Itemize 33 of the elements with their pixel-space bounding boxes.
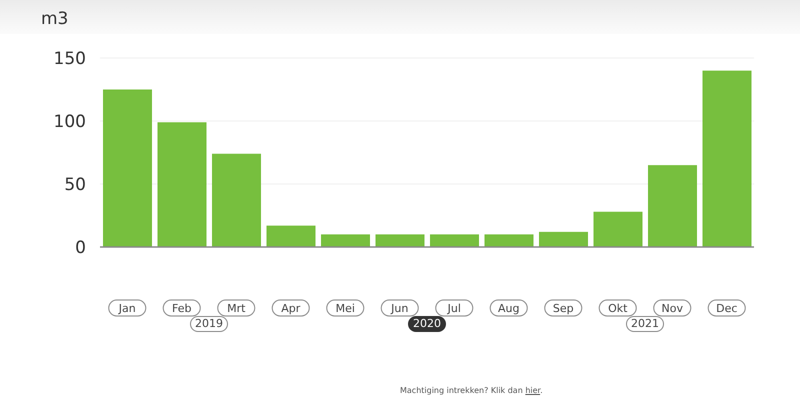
bar	[212, 154, 261, 247]
x-tick-label: Apr	[281, 302, 301, 315]
x-tick-label: Dec	[716, 302, 738, 315]
y-tick-label: 100	[54, 112, 86, 132]
bar	[376, 234, 424, 247]
x-tick-label: Jul	[446, 302, 461, 315]
bar	[266, 226, 316, 247]
bar	[648, 165, 697, 247]
bar	[593, 212, 642, 247]
bar	[103, 90, 152, 247]
text: 2020	[408, 316, 446, 332]
x-tick-label: Mei	[336, 302, 355, 315]
text: 2021	[626, 316, 664, 332]
text: Machtiging intrekken? Klik dan hier.	[400, 386, 543, 395]
text: 2019	[190, 316, 228, 332]
x-tick-label: Jan	[118, 302, 136, 315]
x-tick-label: Nov	[662, 302, 684, 315]
bar	[430, 234, 479, 247]
bar	[321, 234, 370, 247]
x-tick-label: Sep	[552, 302, 574, 315]
bar	[158, 122, 206, 247]
x-tick-label: Jun	[390, 302, 408, 315]
y-axis-title: m3	[41, 9, 68, 29]
y-tick-label: 150	[54, 49, 86, 70]
x-tick-label: Feb	[172, 302, 192, 315]
x-tick-label: Okt	[608, 302, 628, 315]
y-tick-label: 0	[75, 238, 86, 258]
bar	[484, 234, 534, 247]
bar	[702, 70, 752, 247]
y-tick-label: 50	[64, 175, 86, 196]
x-tick-label: Mrt	[227, 302, 246, 315]
bar	[538, 232, 588, 247]
x-tick-label: Aug	[498, 302, 520, 315]
